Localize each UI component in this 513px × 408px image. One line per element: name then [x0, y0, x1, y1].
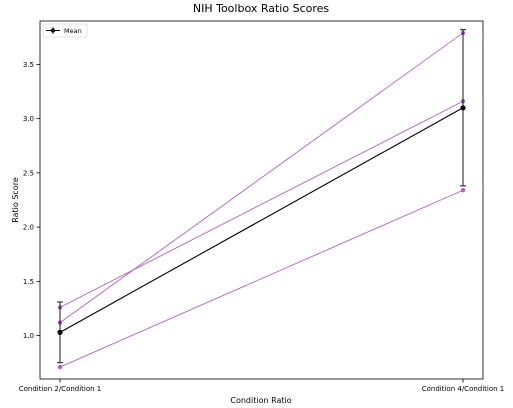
y-axis-label: Ratio Score	[11, 177, 20, 223]
x-tick-label: Condition 2/Condition 1	[19, 385, 102, 393]
y-tick-label: 2.5	[23, 169, 34, 177]
subject-point	[460, 188, 466, 193]
x-axis-label: Condition Ratio	[230, 396, 291, 405]
mean-point	[460, 105, 466, 111]
subject-line	[59, 100, 464, 308]
plot-area	[39, 20, 484, 380]
chart-title: NIH Toolbox Ratio Scores	[193, 2, 330, 15]
subject-line	[59, 189, 464, 368]
subject-point	[57, 364, 63, 370]
legend-mean-label: Mean	[64, 27, 82, 35]
series-layer	[57, 29, 466, 370]
y-tick-label: 2.0	[23, 224, 34, 232]
legend-box	[42, 23, 88, 38]
x-axis: Condition 2/Condition 1 Condition 4/Condi…	[19, 379, 505, 393]
mean-line	[59, 107, 464, 333]
x-tick-label: Condition 4/Condition 1	[422, 385, 505, 393]
legend: Mean	[42, 23, 88, 38]
y-tick-label: 1.5	[23, 278, 34, 286]
y-tick-label: 3.5	[23, 61, 34, 69]
y-tick-label: 1.0	[23, 332, 34, 340]
y-tick-label: 3.0	[23, 115, 34, 123]
mean-point	[57, 329, 63, 335]
y-axis: 1.0 1.5 2.0 2.5 3.0 3.5	[23, 61, 40, 340]
legend-mean-marker	[50, 28, 56, 33]
subject-line	[59, 32, 464, 323]
